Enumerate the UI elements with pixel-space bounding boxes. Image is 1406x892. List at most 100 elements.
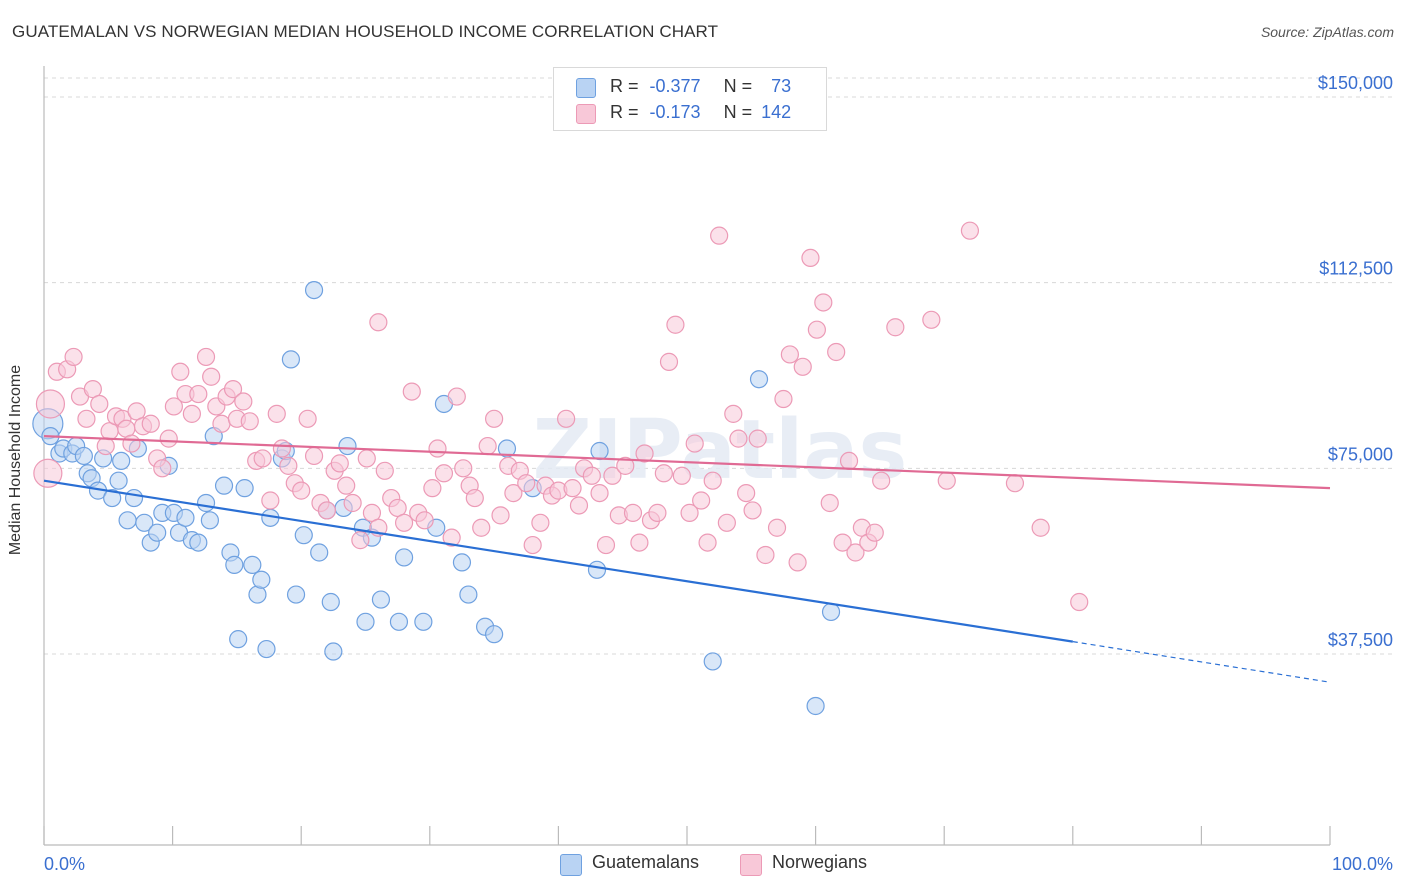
norwegian-point — [434, 464, 454, 483]
norwegian-point — [820, 493, 839, 513]
norwegians-points — [33, 221, 1089, 612]
norwegian-point — [202, 367, 221, 386]
trend-lines — [43, 435, 1331, 683]
norwegian-point — [630, 533, 649, 552]
norwegian-point — [261, 491, 280, 510]
guatemalan-point — [252, 570, 271, 589]
norwegian-point — [35, 389, 66, 419]
norwegian-point — [1005, 474, 1025, 493]
guatemalan-point — [214, 476, 234, 495]
norwegian-point — [648, 503, 667, 522]
norwegian-point — [485, 409, 504, 428]
legend-label: Norwegians — [772, 852, 868, 872]
n-value: 73 — [771, 76, 792, 96]
norwegian-point — [737, 483, 756, 503]
r-value: -0.377 — [649, 76, 701, 96]
guatemalan-point — [587, 560, 607, 579]
guatemalan-point — [189, 533, 208, 552]
norwegian-point — [351, 531, 370, 550]
guatemalan-point — [124, 488, 144, 508]
guatemalan-point — [452, 553, 472, 572]
norwegian-point — [872, 471, 891, 490]
norwegian-point — [447, 387, 466, 406]
guatemalan-point — [821, 602, 841, 622]
norwegian-point — [960, 221, 980, 240]
norwegian-point — [159, 429, 178, 448]
norwegian-point — [517, 474, 536, 493]
norwegian-point — [423, 479, 442, 498]
y-tick-labels: $37,500 $75,000 $112,500 $150,000 — [1318, 73, 1393, 650]
norwegian-point — [563, 479, 582, 498]
norwegian-point — [780, 345, 799, 364]
guatemalan-point — [394, 548, 414, 567]
r-label: R = — [610, 76, 639, 96]
norwegian-point — [279, 456, 298, 475]
guatemalans-points — [32, 280, 841, 716]
norwegian-point — [272, 439, 292, 458]
guatemalan-point — [229, 630, 248, 649]
r-value: -0.173 — [649, 102, 701, 122]
norwegian-point — [672, 466, 691, 485]
norwegian-point — [465, 488, 484, 508]
guatemalan-point — [590, 441, 609, 461]
source-label: Source: ZipAtlas.com — [1260, 24, 1394, 40]
norwegian-point — [833, 533, 852, 552]
norwegian-point — [292, 481, 311, 500]
x-tick-label: 100.0% — [1332, 854, 1393, 874]
n-label: N = — [723, 76, 753, 96]
norwegian-point — [122, 434, 141, 453]
guatemalan-point — [281, 350, 301, 369]
norwegian-point — [814, 293, 833, 312]
norwegian-point — [839, 451, 859, 471]
norwegian-point — [182, 404, 201, 423]
norwegian-point — [659, 352, 679, 371]
norwegian-point — [748, 429, 767, 448]
guatemalan-point — [248, 585, 267, 604]
guatemalan-trend-extension — [1072, 641, 1331, 683]
norwegian-point — [267, 404, 286, 423]
norwegian-point — [698, 533, 717, 552]
guatemalan-point — [294, 526, 313, 545]
norwegian-point — [865, 523, 884, 542]
norwegian-point — [454, 459, 473, 478]
norwegian-point — [922, 310, 941, 329]
guatemalan-point — [135, 513, 154, 532]
chart-title: GUATEMALAN VS NORWEGIAN MEDIAN HOUSEHOLD… — [12, 22, 719, 41]
norwegian-point — [616, 456, 635, 475]
norwegian-point — [153, 459, 172, 478]
norwegian-point — [375, 461, 394, 480]
norwegian-point — [234, 392, 253, 411]
norwegian-point — [394, 513, 414, 532]
x-tick-label: 0.0% — [44, 854, 85, 874]
guatemalan-point — [118, 511, 137, 530]
norwegian-point — [304, 446, 324, 466]
norwegian-point — [846, 543, 865, 562]
norwegian-point — [504, 483, 523, 503]
norwegian-point — [710, 226, 729, 245]
guatemalans-legend-swatch — [560, 854, 582, 876]
r-label: R = — [610, 102, 639, 122]
norwegian-point — [96, 436, 115, 456]
norwegian-point — [478, 436, 497, 456]
guatemalan-point — [324, 642, 343, 661]
norwegian-point — [756, 545, 775, 565]
norwegian-point — [793, 357, 812, 376]
n-value: 142 — [761, 102, 792, 122]
norwegian-point — [807, 320, 826, 339]
norwegian-point — [685, 434, 704, 453]
guatemalan-point — [176, 508, 195, 527]
guatemalan-trend-line — [43, 479, 1073, 643]
guatemalan-point — [389, 612, 409, 631]
guatemalan-point — [109, 471, 128, 490]
norwegian-point — [253, 449, 272, 468]
guatemalan-point — [356, 612, 375, 631]
norwegian-point — [141, 414, 160, 433]
guatemalan-point — [321, 592, 340, 612]
norwegian-point — [582, 466, 601, 485]
norwegian-point — [724, 404, 743, 423]
guatemalan-point — [257, 639, 276, 659]
norwegian-point — [717, 513, 736, 532]
norwegians-legend-swatch — [740, 854, 762, 876]
norwegian-point — [692, 491, 711, 510]
y-tick-label: $150,000 — [1318, 73, 1393, 93]
